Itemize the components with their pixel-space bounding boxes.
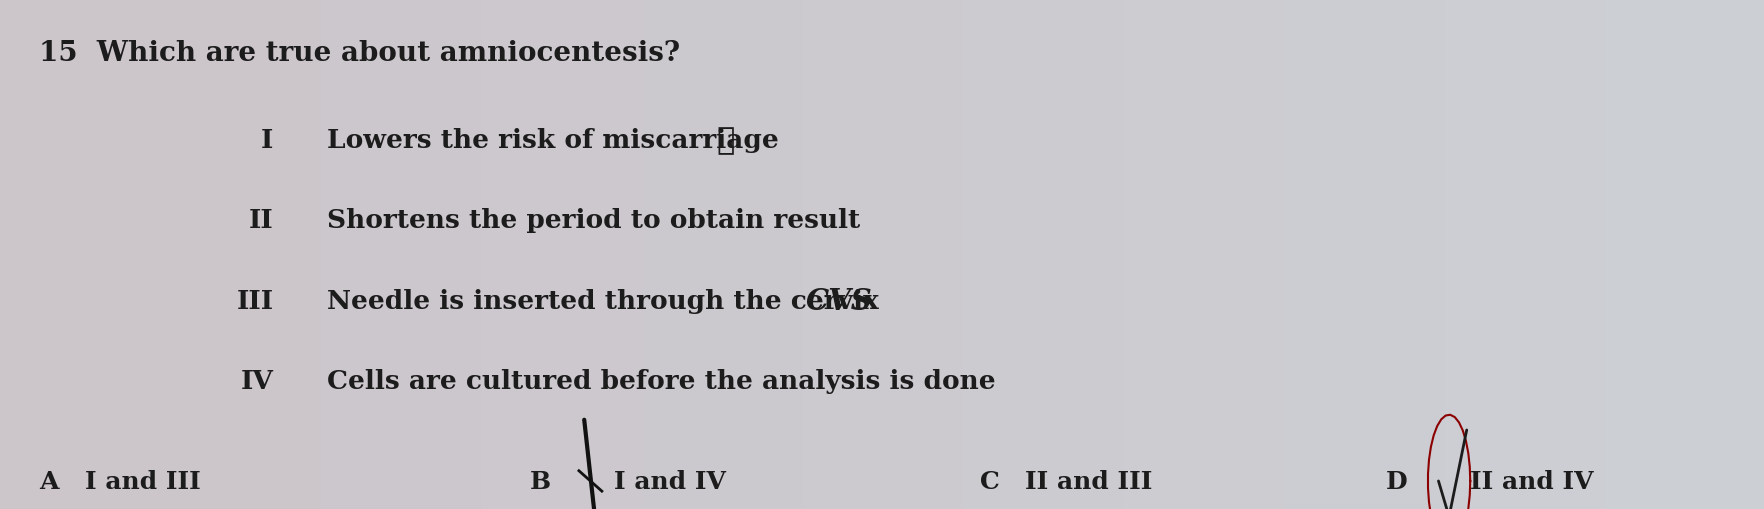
Text: 15  Which are true about amniocentesis?: 15 Which are true about amniocentesis?: [39, 40, 679, 67]
Text: I and III: I and III: [85, 469, 201, 493]
Text: ✓: ✓: [716, 125, 734, 155]
Text: II and IV: II and IV: [1469, 469, 1593, 493]
Text: II: II: [249, 208, 273, 233]
Text: II and III: II and III: [1025, 469, 1152, 493]
Text: Needle is inserted through the cervix: Needle is inserted through the cervix: [326, 288, 878, 314]
Text: Lowers the risk of miscarriage: Lowers the risk of miscarriage: [326, 127, 778, 153]
Text: Cells are cultured before the analysis is done: Cells are cultured before the analysis i…: [326, 369, 995, 394]
Text: IV: IV: [240, 369, 273, 394]
Text: Shortens the period to obtain result: Shortens the period to obtain result: [326, 208, 859, 233]
Text: I: I: [261, 127, 273, 153]
Text: I and IV: I and IV: [614, 469, 725, 493]
Text: D: D: [1385, 469, 1406, 493]
Text: III: III: [236, 288, 273, 314]
Text: A: A: [39, 469, 58, 493]
Text: B: B: [529, 469, 550, 493]
Text: CVS: CVS: [804, 287, 871, 315]
Text: C: C: [979, 469, 998, 493]
